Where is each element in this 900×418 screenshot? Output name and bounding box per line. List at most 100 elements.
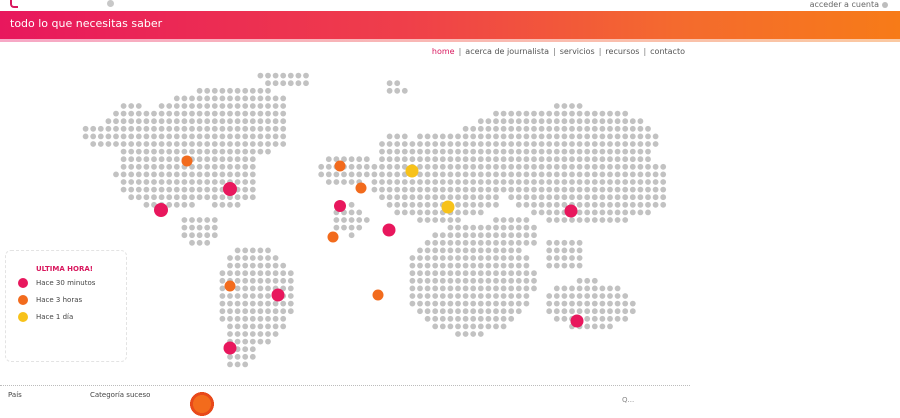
map-dot — [523, 179, 530, 185]
map-dot — [204, 95, 211, 102]
map-dot — [531, 209, 537, 216]
account-link[interactable]: acceder a cuenta — [810, 0, 888, 9]
map-dot — [470, 232, 477, 239]
map-dot — [462, 308, 469, 315]
map-dot — [599, 209, 606, 216]
news-marker-southern-africa[interactable] — [372, 289, 384, 301]
map-dot — [455, 156, 461, 163]
map-dot — [629, 201, 636, 208]
map-dot — [424, 270, 431, 277]
map-dot — [257, 141, 264, 147]
news-marker-argentina[interactable] — [223, 341, 237, 355]
map-dot — [477, 232, 484, 239]
news-marker-south-america-north[interactable] — [224, 280, 236, 292]
map-dot — [173, 110, 180, 117]
nav-about[interactable]: acerca de journalista — [465, 47, 549, 56]
legend-item-hours[interactable]: Hace 3 horas — [18, 295, 82, 305]
map-land-dots — [82, 72, 667, 368]
news-marker-central-europe[interactable] — [355, 182, 367, 194]
nav-contact[interactable]: contacto — [650, 47, 685, 56]
news-marker-russia[interactable] — [405, 164, 419, 178]
account-link-label[interactable]: acceder a cuenta — [809, 0, 879, 9]
map-dot — [576, 148, 583, 155]
category-filter-label[interactable]: Categoría suceso — [90, 391, 151, 399]
map-dot — [629, 125, 636, 132]
map-dot — [181, 224, 188, 231]
map-dot — [173, 201, 180, 208]
map-dot — [211, 118, 218, 125]
map-dot — [599, 156, 606, 163]
map-dot — [219, 171, 226, 178]
map-dot — [356, 163, 363, 170]
map-dot — [584, 277, 591, 284]
map-dot — [591, 110, 598, 117]
map-dot — [257, 247, 264, 254]
map-dot — [120, 133, 127, 140]
map-dot — [439, 270, 446, 277]
map-dot — [493, 277, 499, 284]
map-dot — [417, 133, 423, 140]
map-dot — [493, 239, 499, 246]
map-dot — [500, 270, 507, 277]
footer-divider — [0, 385, 690, 386]
map-dot — [219, 293, 226, 299]
map-dot — [348, 224, 355, 231]
map-dot — [135, 133, 142, 140]
news-marker-mexico[interactable] — [154, 203, 168, 217]
map-dot — [500, 239, 507, 246]
map-dot — [470, 239, 477, 246]
news-marker-middle-east[interactable] — [382, 223, 396, 237]
map-dot — [470, 277, 477, 284]
news-marker-brazil[interactable] — [271, 288, 285, 302]
map-dot — [485, 125, 492, 132]
map-dot — [462, 247, 469, 254]
map-dot — [227, 125, 233, 132]
map-dot — [265, 315, 271, 322]
map-dot — [424, 285, 431, 292]
legend-item-recent[interactable]: Hace 30 minutos — [18, 278, 95, 288]
map-dot — [462, 224, 469, 231]
map-dot — [189, 95, 195, 102]
news-marker-morocco[interactable] — [327, 231, 339, 243]
nav-resources[interactable]: recursos — [605, 47, 640, 56]
map-dot — [637, 118, 644, 125]
map-dot — [242, 103, 249, 109]
map-dot — [242, 353, 249, 360]
country-filter-label[interactable]: País — [8, 391, 22, 399]
map-dot — [599, 141, 606, 147]
map-dot — [508, 118, 515, 125]
map-dot — [645, 148, 651, 155]
map-dot — [523, 156, 530, 163]
map-dot — [272, 125, 279, 132]
map-dot — [249, 179, 256, 185]
map-dot — [348, 163, 355, 170]
map-dot — [432, 247, 439, 254]
map-dot — [546, 293, 553, 299]
map-dot — [249, 293, 256, 299]
legend-item-day[interactable]: Hace 1 día — [18, 312, 73, 322]
logo-fragment[interactable] — [10, 0, 18, 8]
news-marker-uk[interactable] — [334, 160, 346, 172]
news-marker-japan[interactable] — [564, 204, 578, 218]
map-dot — [477, 194, 484, 201]
map-dot — [181, 141, 188, 147]
map-dot — [569, 110, 575, 117]
map-dot — [515, 186, 522, 193]
map-dot — [120, 156, 127, 163]
map-dot — [523, 232, 530, 239]
map-dot — [447, 277, 454, 284]
map-dot — [508, 293, 515, 299]
nav-services[interactable]: servicios — [559, 47, 595, 56]
news-marker-north-america-west[interactable] — [181, 155, 193, 167]
news-marker-central-asia[interactable] — [441, 200, 455, 214]
map-dot — [151, 125, 157, 132]
nav-home[interactable]: home — [431, 47, 455, 56]
news-marker-spain[interactable] — [334, 200, 346, 212]
news-marker-australia[interactable] — [570, 314, 584, 328]
map-dot — [90, 141, 97, 147]
news-marker-north-america-east[interactable] — [223, 182, 237, 196]
map-dot — [272, 331, 279, 337]
map-dot — [249, 95, 256, 102]
map-dot — [470, 300, 477, 307]
map-dot — [189, 125, 195, 132]
